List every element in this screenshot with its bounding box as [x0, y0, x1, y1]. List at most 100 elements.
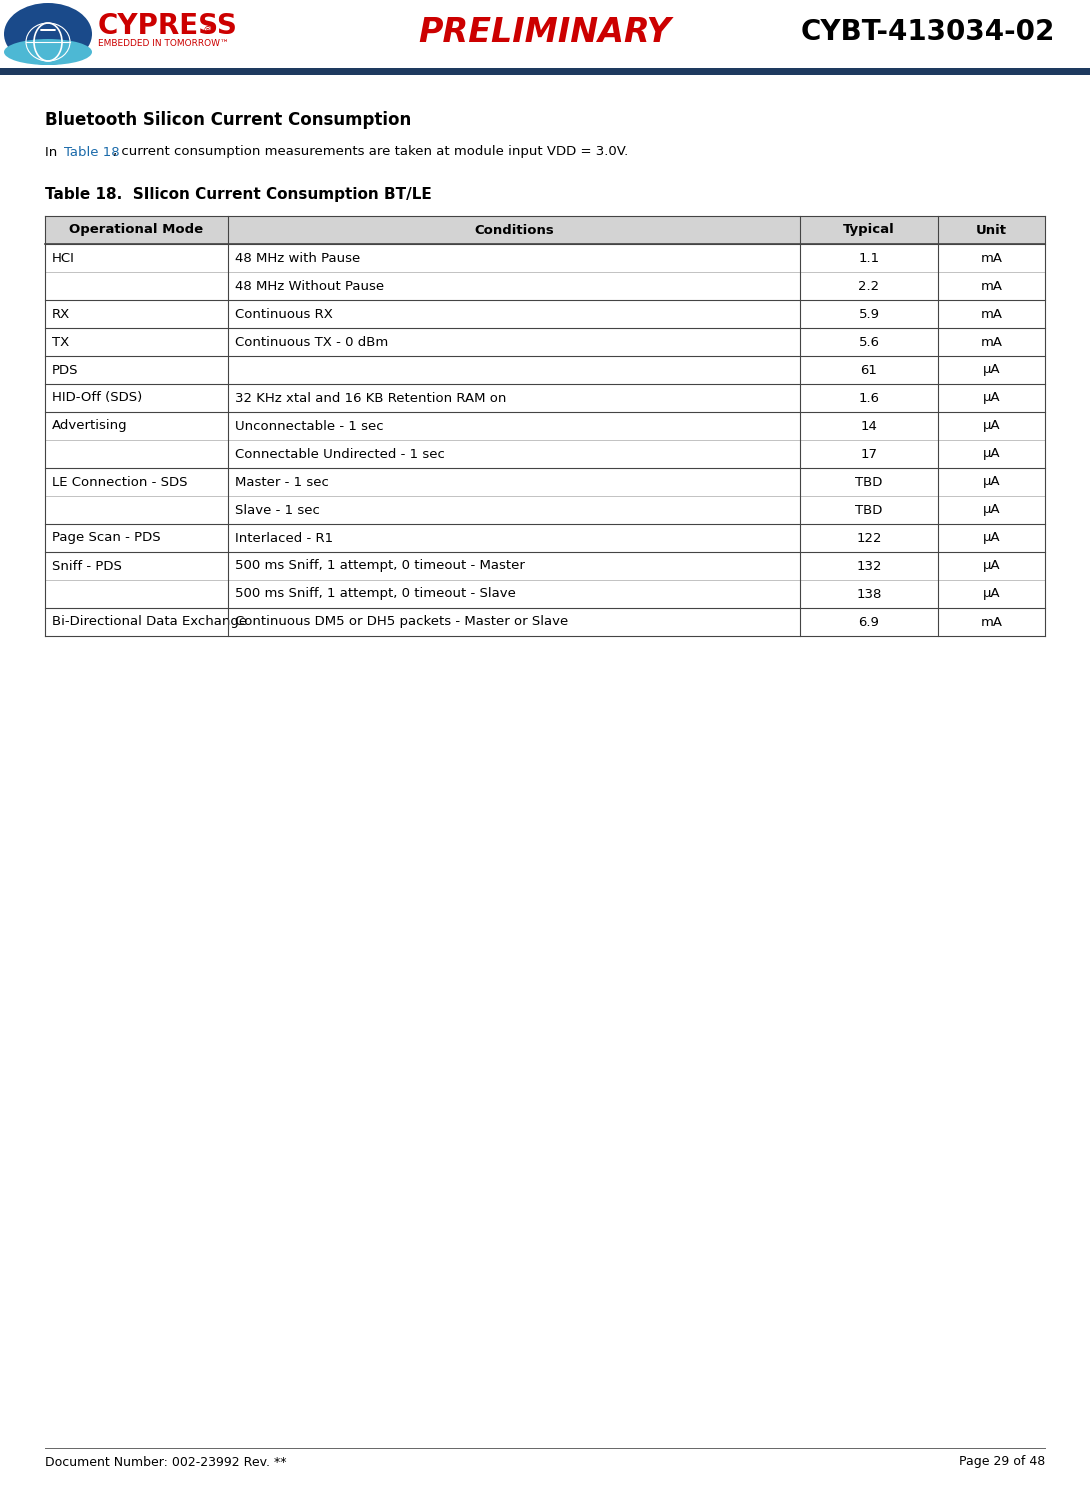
- Text: 48 MHz with Pause: 48 MHz with Pause: [235, 251, 361, 264]
- Text: Connectable Undirected - 1 sec: Connectable Undirected - 1 sec: [235, 448, 445, 460]
- Bar: [800, 272, 938, 300]
- Text: HID-Off (SDS): HID-Off (SDS): [52, 391, 143, 405]
- Bar: [938, 272, 1045, 300]
- Bar: [0, 69, 1090, 75]
- Bar: [45, 441, 228, 468]
- Bar: [800, 441, 938, 468]
- Ellipse shape: [4, 39, 92, 66]
- Bar: [45, 580, 228, 608]
- Bar: [228, 300, 800, 329]
- Bar: [45, 244, 228, 272]
- Bar: [228, 608, 800, 636]
- Text: TX: TX: [52, 336, 70, 348]
- Text: Page Scan - PDS: Page Scan - PDS: [52, 532, 160, 544]
- Bar: [800, 329, 938, 356]
- Text: Page 29 of 48: Page 29 of 48: [959, 1455, 1045, 1469]
- Text: Continuous DM5 or DH5 packets - Master or Slave: Continuous DM5 or DH5 packets - Master o…: [235, 616, 568, 629]
- Text: mA: mA: [981, 251, 1003, 264]
- Bar: [228, 217, 800, 244]
- Text: mA: mA: [981, 308, 1003, 321]
- Text: 6.9: 6.9: [859, 616, 880, 629]
- Text: μA: μA: [983, 363, 1001, 376]
- Text: μA: μA: [983, 559, 1001, 572]
- Text: Conditions: Conditions: [474, 224, 554, 236]
- Text: μA: μA: [983, 475, 1001, 489]
- Text: 138: 138: [857, 587, 882, 601]
- Bar: [800, 580, 938, 608]
- Text: Interlaced - R1: Interlaced - R1: [235, 532, 334, 544]
- Text: Sniff - PDS: Sniff - PDS: [52, 559, 122, 572]
- Text: TBD: TBD: [856, 475, 883, 489]
- Text: 14: 14: [861, 420, 877, 432]
- Bar: [800, 217, 938, 244]
- Bar: [938, 300, 1045, 329]
- Bar: [45, 551, 228, 580]
- Bar: [800, 524, 938, 551]
- Text: Table 18: Table 18: [63, 145, 119, 158]
- Bar: [938, 551, 1045, 580]
- Bar: [938, 496, 1045, 524]
- Bar: [938, 384, 1045, 412]
- Bar: [800, 468, 938, 496]
- Bar: [800, 384, 938, 412]
- Ellipse shape: [4, 3, 92, 66]
- Bar: [45, 468, 228, 496]
- Bar: [800, 244, 938, 272]
- Text: PRELIMINARY: PRELIMINARY: [419, 15, 671, 48]
- Bar: [800, 608, 938, 636]
- Text: mA: mA: [981, 336, 1003, 348]
- Text: In: In: [45, 145, 61, 158]
- Bar: [228, 384, 800, 412]
- Bar: [228, 272, 800, 300]
- Text: LE Connection - SDS: LE Connection - SDS: [52, 475, 187, 489]
- Bar: [938, 217, 1045, 244]
- Text: Operational Mode: Operational Mode: [70, 224, 204, 236]
- Bar: [45, 384, 228, 412]
- Text: Advertising: Advertising: [52, 420, 128, 432]
- Bar: [228, 551, 800, 580]
- Bar: [938, 468, 1045, 496]
- Bar: [228, 329, 800, 356]
- Bar: [45, 412, 228, 441]
- Text: CYBT-413034-02: CYBT-413034-02: [801, 18, 1055, 46]
- Text: μA: μA: [983, 503, 1001, 517]
- Text: TBD: TBD: [856, 503, 883, 517]
- Text: RX: RX: [52, 308, 70, 321]
- Text: μA: μA: [983, 448, 1001, 460]
- Bar: [800, 496, 938, 524]
- Bar: [45, 524, 228, 551]
- Bar: [938, 412, 1045, 441]
- Text: PDS: PDS: [52, 363, 78, 376]
- Bar: [938, 524, 1045, 551]
- Text: μA: μA: [983, 587, 1001, 601]
- Text: Slave - 1 sec: Slave - 1 sec: [235, 503, 319, 517]
- Text: EMBEDDED IN TOMORROW™: EMBEDDED IN TOMORROW™: [98, 39, 229, 48]
- Bar: [45, 496, 228, 524]
- Text: 122: 122: [857, 532, 882, 544]
- Bar: [228, 496, 800, 524]
- Text: Unit: Unit: [976, 224, 1007, 236]
- Text: ®: ®: [203, 25, 213, 36]
- Bar: [228, 441, 800, 468]
- Bar: [938, 329, 1045, 356]
- Text: 5.6: 5.6: [859, 336, 880, 348]
- Bar: [228, 356, 800, 384]
- Text: 1.6: 1.6: [859, 391, 880, 405]
- Text: 61: 61: [861, 363, 877, 376]
- Text: Bi-Directional Data Exchange: Bi-Directional Data Exchange: [52, 616, 247, 629]
- Bar: [45, 356, 228, 384]
- Bar: [45, 272, 228, 300]
- Bar: [938, 608, 1045, 636]
- Text: 500 ms Sniff, 1 attempt, 0 timeout - Slave: 500 ms Sniff, 1 attempt, 0 timeout - Sla…: [235, 587, 516, 601]
- Text: 48 MHz Without Pause: 48 MHz Without Pause: [235, 279, 384, 293]
- Bar: [938, 244, 1045, 272]
- Bar: [45, 608, 228, 636]
- Text: 17: 17: [860, 448, 877, 460]
- Text: Bluetooth Silicon Current Consumption: Bluetooth Silicon Current Consumption: [45, 111, 411, 128]
- Text: Continuous RX: Continuous RX: [235, 308, 332, 321]
- Bar: [800, 412, 938, 441]
- Bar: [800, 551, 938, 580]
- Bar: [938, 580, 1045, 608]
- Text: HCI: HCI: [52, 251, 75, 264]
- Text: 32 KHz xtal and 16 KB Retention RAM on: 32 KHz xtal and 16 KB Retention RAM on: [235, 391, 507, 405]
